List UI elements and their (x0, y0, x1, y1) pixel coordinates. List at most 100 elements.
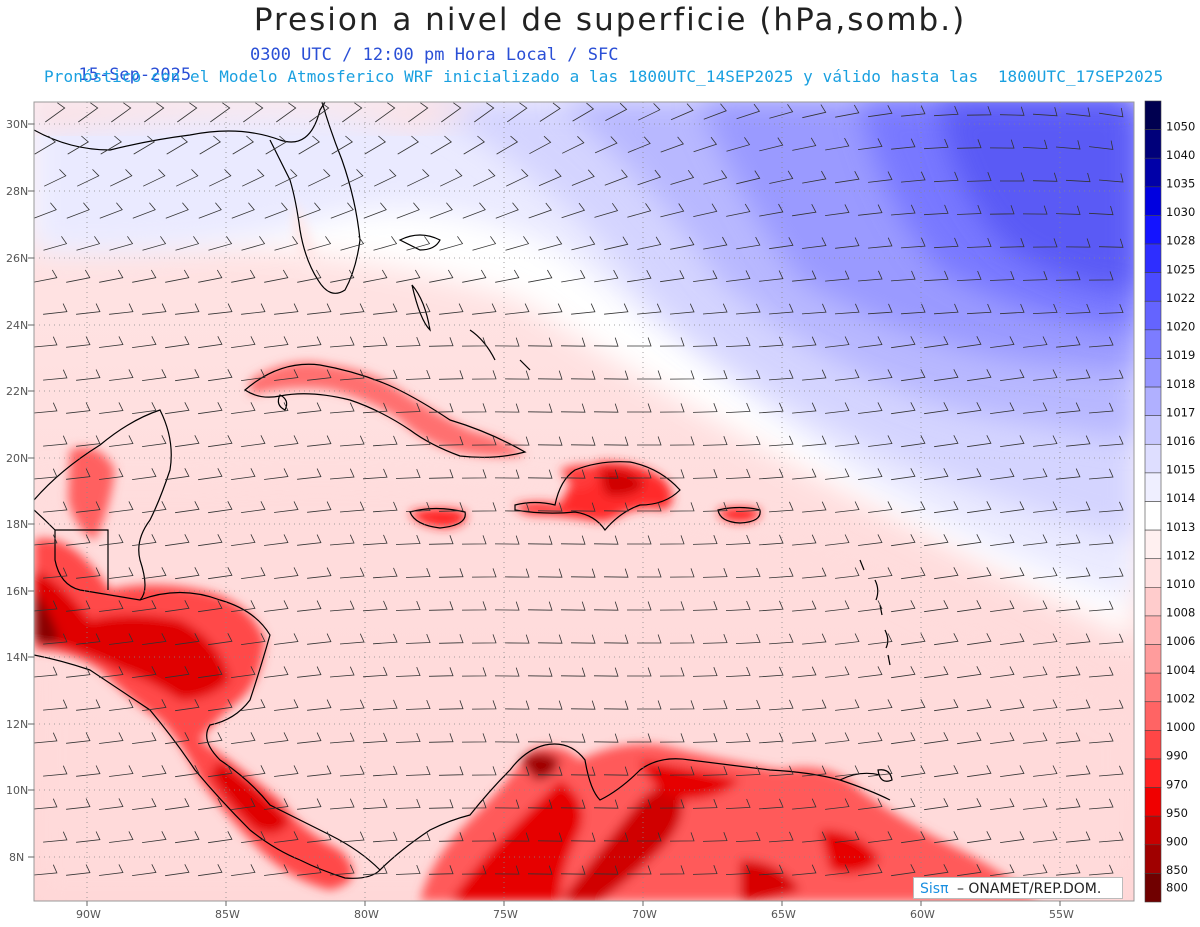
wind-barb (264, 336, 289, 348)
wind-barb (330, 202, 354, 219)
wind-barb (735, 699, 761, 710)
wind-barb (659, 733, 685, 743)
wind-barb (692, 469, 718, 479)
wind-barb (900, 171, 926, 183)
wind-barb (537, 568, 563, 578)
wind-barb (627, 865, 652, 875)
wind-barb (1088, 600, 1114, 612)
lon-label: 55W (1049, 908, 1074, 921)
wind-barb (372, 369, 398, 381)
legend-swatch (1144, 644, 1162, 674)
wind-barb (374, 169, 397, 187)
wind-barb (891, 468, 916, 481)
wind-barb (99, 666, 124, 678)
legend-swatch (1144, 129, 1162, 159)
legend-label: 1025 (1166, 262, 1195, 276)
wind-barb (463, 135, 485, 155)
wind-barb (825, 137, 850, 151)
wind-barb (669, 370, 695, 380)
wind-barb (264, 864, 289, 876)
wind-barb (999, 303, 1025, 315)
wind-barb (1033, 831, 1058, 843)
wind-barb (1098, 765, 1124, 777)
wind-barb (933, 237, 959, 249)
wind-barb (1032, 303, 1058, 314)
wind-barb (825, 270, 850, 282)
wind-barb (76, 501, 101, 513)
wind-barb (362, 864, 388, 876)
wind-barb (990, 732, 1015, 744)
wind-barb (473, 169, 496, 187)
wind-barb (835, 567, 860, 579)
wind-barb (835, 171, 860, 184)
wind-barb (627, 136, 651, 153)
wind-barb (792, 137, 817, 151)
wind-barb (594, 202, 619, 218)
wind-barb (1098, 567, 1124, 579)
wind-barb (1065, 172, 1091, 183)
wind-barb (208, 633, 233, 646)
wind-barb (560, 733, 586, 743)
lat-label: 18N (6, 518, 28, 531)
wind-barb (835, 765, 860, 777)
wind-barb (802, 170, 827, 184)
wind-barb (594, 136, 618, 154)
wind-barb (111, 102, 132, 123)
wind-barb (966, 303, 992, 315)
wind-barb (430, 135, 452, 155)
wind-barb (537, 634, 563, 644)
wind-barb (231, 534, 256, 546)
wind-barb (142, 369, 167, 381)
wind-barb (825, 204, 850, 216)
wind-barb (835, 237, 860, 249)
wind-barb (1056, 402, 1081, 414)
wind-barb (702, 766, 728, 776)
wind-barb (693, 136, 718, 153)
wind-barb (143, 169, 166, 187)
wind-barb (76, 699, 101, 711)
wind-barb (660, 270, 685, 283)
wind-barb (264, 798, 289, 810)
legend-label: 1013 (1166, 520, 1195, 534)
wind-barb (471, 502, 497, 512)
wind-barb (538, 169, 562, 187)
wind-barb (66, 666, 91, 678)
wind-barb (198, 864, 223, 877)
wind-barb (957, 732, 982, 745)
wind-barb (792, 468, 817, 480)
wind-barb (1033, 699, 1058, 711)
wind-barb (438, 766, 464, 776)
wind-barb (868, 237, 893, 249)
wind-barb (307, 765, 332, 777)
coastlines (34, 102, 893, 879)
wind-barb (372, 567, 398, 579)
wind-barb (834, 303, 860, 315)
wind-barb (142, 831, 167, 843)
wind-barb (924, 732, 949, 745)
wind-barb (241, 567, 266, 579)
legend-swatch (1144, 415, 1162, 445)
wind-barb (109, 633, 134, 645)
wind-barb (1055, 140, 1081, 150)
wind-barb (99, 600, 124, 612)
wind-barb (1033, 567, 1058, 579)
wind-barb (560, 403, 586, 413)
wind-barb (835, 633, 860, 645)
legend-label: 1028 (1166, 234, 1195, 248)
wind-barb (835, 699, 860, 711)
wind-barb (891, 798, 916, 811)
wind-barb (43, 699, 68, 711)
wind-barb (967, 831, 992, 844)
lat-label: 20N (6, 452, 28, 465)
wind-barb (340, 236, 365, 251)
wind-barb (99, 202, 123, 219)
lon-label: 80W (354, 908, 379, 921)
wind-barb (231, 468, 256, 480)
wind-barb (527, 469, 553, 479)
wind-barb (605, 102, 628, 121)
wind-barb (528, 269, 553, 283)
wind-barb (99, 732, 124, 744)
wind-barb (307, 633, 332, 645)
wind-barb (868, 699, 893, 711)
wind-barb (990, 864, 1015, 876)
